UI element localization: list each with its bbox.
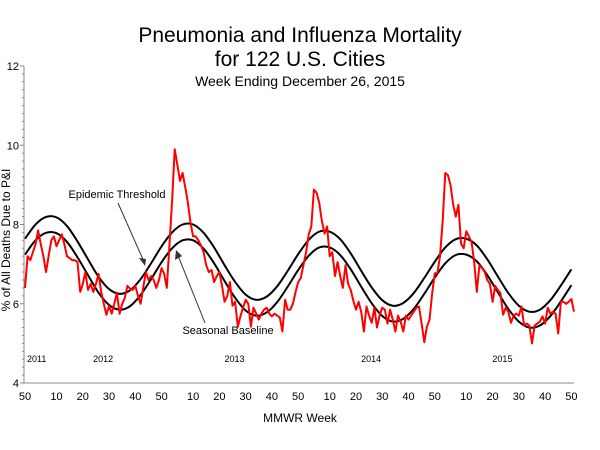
x-tick-label: 20 xyxy=(350,391,362,403)
year-label: 2015 xyxy=(492,354,512,364)
x-tick-label: 30 xyxy=(103,391,115,403)
x-tick-label: 20 xyxy=(77,391,89,403)
x-tick-label: 30 xyxy=(240,391,252,403)
epidemic-threshold-line xyxy=(24,215,573,313)
x-tick-label: 30 xyxy=(513,391,525,403)
axes: 4 6 8 10 12 50 10 20 30 40 50 10 20 30 40 50 10 20 30 40 50 1… xyxy=(7,61,578,403)
observed-line xyxy=(24,148,575,345)
epidemic-threshold-label: Epidemic Threshold xyxy=(68,189,165,201)
x-tick-label: 10 xyxy=(187,391,199,403)
x-tick-label: 50 xyxy=(19,391,31,403)
x-tick-label: 10 xyxy=(460,391,472,403)
threshold-arrowhead-icon xyxy=(139,258,146,266)
chart-title-line2: for 122 U.S. Cities xyxy=(215,48,385,71)
baseline-arrowhead-icon xyxy=(175,250,182,260)
year-label: 2012 xyxy=(93,354,113,364)
baseline-arrow xyxy=(176,252,206,324)
threshold-arrow xyxy=(117,202,146,265)
y-tick-label: 10 xyxy=(7,140,19,152)
x-tick-label: 40 xyxy=(539,391,551,403)
x-tick-label: 40 xyxy=(129,391,141,403)
y-tick-label: 8 xyxy=(13,220,19,232)
chart-title: Pneumonia and Influenza Mortality xyxy=(138,24,462,47)
y-tick-label: 12 xyxy=(7,61,19,73)
y-tick-label: 6 xyxy=(13,299,19,311)
year-label: 2014 xyxy=(361,354,381,364)
x-tick-label: 50 xyxy=(429,391,441,403)
x-tick-label: 40 xyxy=(402,391,414,403)
x-tick-label: 20 xyxy=(486,391,498,403)
series-lines xyxy=(24,148,575,345)
x-tick-label: 10 xyxy=(324,391,336,403)
y-axis-label: % of All Deaths Due to P&I xyxy=(0,169,13,312)
annotations: Epidemic Threshold Seasonal Baseline xyxy=(68,189,273,337)
x-tick-label: 50 xyxy=(565,391,577,403)
x-axis-label: MMWR Week xyxy=(263,411,338,425)
year-label: 2011 xyxy=(27,354,46,364)
y-tick-label: 4 xyxy=(13,378,19,390)
x-tick-label: 40 xyxy=(266,391,278,403)
x-tick-label: 50 xyxy=(155,391,167,403)
year-label: 2013 xyxy=(225,354,245,364)
seasonal-baseline-label: Seasonal Baseline xyxy=(182,325,273,337)
x-tick-label: 20 xyxy=(213,391,225,403)
x-tick-label: 50 xyxy=(292,391,304,403)
x-tick-label: 30 xyxy=(376,391,388,403)
chart-subtitle: Week Ending December 26, 2015 xyxy=(195,73,405,89)
x-tick-label: 10 xyxy=(50,391,62,403)
